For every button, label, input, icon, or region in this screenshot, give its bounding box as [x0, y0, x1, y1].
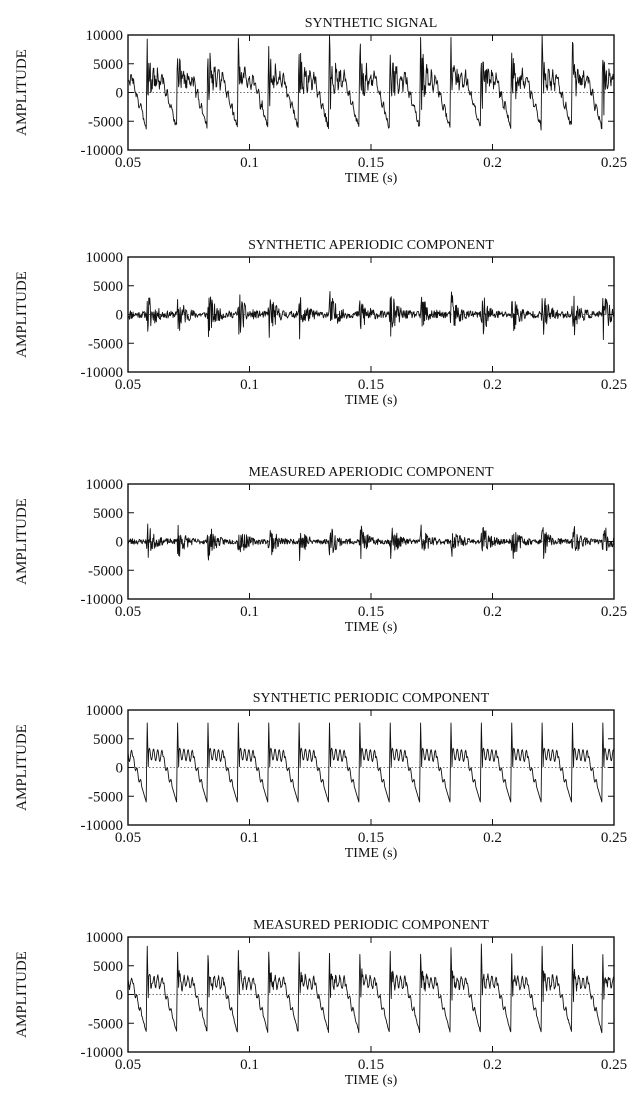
chart-panel-4: SYNTHETIC PERIODIC COMPONENT 10000 5000 0 -5…: [14, 691, 627, 861]
y-tick-label: -5000: [88, 1016, 123, 1032]
chart-title: MEASURED PERIODIC COMPONENT: [253, 918, 489, 933]
x-tick-label: 0.05: [115, 377, 141, 393]
x-tick-label: 0.05: [115, 604, 141, 620]
waveform-series: [127, 34, 615, 131]
x-tick-label: 0.1: [240, 377, 259, 393]
x-tick-label: 0.2: [483, 604, 502, 620]
x-tick-label: 0.15: [358, 377, 384, 393]
chart-title: SYNTHETIC SIGNAL: [305, 16, 438, 31]
y-tick-label: -10000: [81, 143, 124, 159]
x-tick-label: 0.15: [358, 1057, 384, 1073]
y-tick-label: 10000: [86, 250, 124, 266]
x-tick-label: 0.15: [358, 155, 384, 171]
y-tick-label: -5000: [88, 789, 123, 805]
y-axis-label: AMPLITUDE: [14, 951, 30, 1038]
chart-panel-3: MEASURED APERIODIC COMPONENT 10000 5000 0 -5…: [14, 465, 627, 635]
x-tick-label: 0.1: [240, 830, 259, 846]
y-tick-label: 10000: [86, 703, 124, 719]
y-tick-label: 0: [116, 308, 124, 324]
x-axis-label: TIME (s): [345, 1073, 398, 1088]
y-tick-label: 10000: [86, 930, 124, 946]
x-tick-label: 0.25: [601, 155, 627, 171]
x-tick-label: 0.05: [115, 1057, 141, 1073]
x-tick-label: 0.05: [115, 830, 141, 846]
y-tick-label: 10000: [86, 28, 124, 44]
y-tick-label: 10000: [86, 477, 124, 493]
x-tick-label: 0.25: [601, 1057, 627, 1073]
y-tick-label: 5000: [93, 57, 123, 73]
y-tick-label: 5000: [93, 959, 123, 975]
y-tick-label: -5000: [88, 114, 123, 130]
y-axis-label: AMPLITUDE: [14, 498, 30, 585]
y-tick-label: -10000: [81, 365, 124, 381]
x-tick-label: 0.15: [358, 604, 384, 620]
x-tick-label: 0.25: [601, 830, 627, 846]
waveform-series: [127, 523, 615, 562]
chart-title: MEASURED APERIODIC COMPONENT: [248, 465, 493, 480]
x-tick-label: 0.2: [483, 155, 502, 171]
y-tick-label: -10000: [81, 818, 124, 834]
y-tick-label: 0: [116, 86, 124, 102]
x-tick-label: 0.25: [601, 377, 627, 393]
waveform-series: [127, 290, 615, 341]
x-tick-label: 0.1: [240, 155, 259, 171]
x-tick-label: 0.1: [240, 1057, 259, 1073]
x-axis-label: TIME (s): [345, 620, 398, 635]
y-tick-label: 0: [116, 535, 124, 551]
x-axis-label: TIME (s): [345, 171, 398, 186]
x-tick-label: 0.2: [483, 377, 502, 393]
y-tick-label: -10000: [81, 1045, 124, 1061]
x-axis-label: TIME (s): [345, 393, 398, 408]
y-axis-label: AMPLITUDE: [14, 724, 30, 811]
y-tick-label: -5000: [88, 563, 123, 579]
x-axis-label: TIME (s): [345, 846, 398, 861]
x-tick-label: 0.2: [483, 1057, 502, 1073]
chart-panel-1: SYNTHETIC SIGNAL 10000 5000 0 -5000 -100000.0…: [14, 16, 627, 186]
chart-panel-2: SYNTHETIC APERIODIC COMPONENT 10000 5000 0 -…: [14, 238, 627, 408]
y-tick-label: 5000: [93, 732, 123, 748]
chart-panel-5: MEASURED PERIODIC COMPONENT 10000 5000 0 -50…: [14, 918, 627, 1088]
y-tick-label: 5000: [93, 279, 123, 295]
x-tick-label: 0.05: [115, 155, 141, 171]
y-tick-label: -10000: [81, 592, 124, 608]
y-axis-label: AMPLITUDE: [14, 271, 30, 358]
x-tick-label: 0.2: [483, 830, 502, 846]
y-axis-label: AMPLITUDE: [14, 49, 30, 136]
waveform-series: [127, 722, 615, 803]
y-tick-label: 0: [116, 988, 124, 1004]
y-tick-label: 0: [116, 761, 124, 777]
y-tick-label: -5000: [88, 336, 123, 352]
x-tick-label: 0.1: [240, 604, 259, 620]
x-tick-label: 0.15: [358, 830, 384, 846]
x-tick-label: 0.25: [601, 604, 627, 620]
chart-title: SYNTHETIC PERIODIC COMPONENT: [253, 691, 490, 706]
y-tick-label: 5000: [93, 506, 123, 522]
waveform-series: [127, 943, 615, 1034]
chart-title: SYNTHETIC APERIODIC COMPONENT: [248, 238, 494, 253]
